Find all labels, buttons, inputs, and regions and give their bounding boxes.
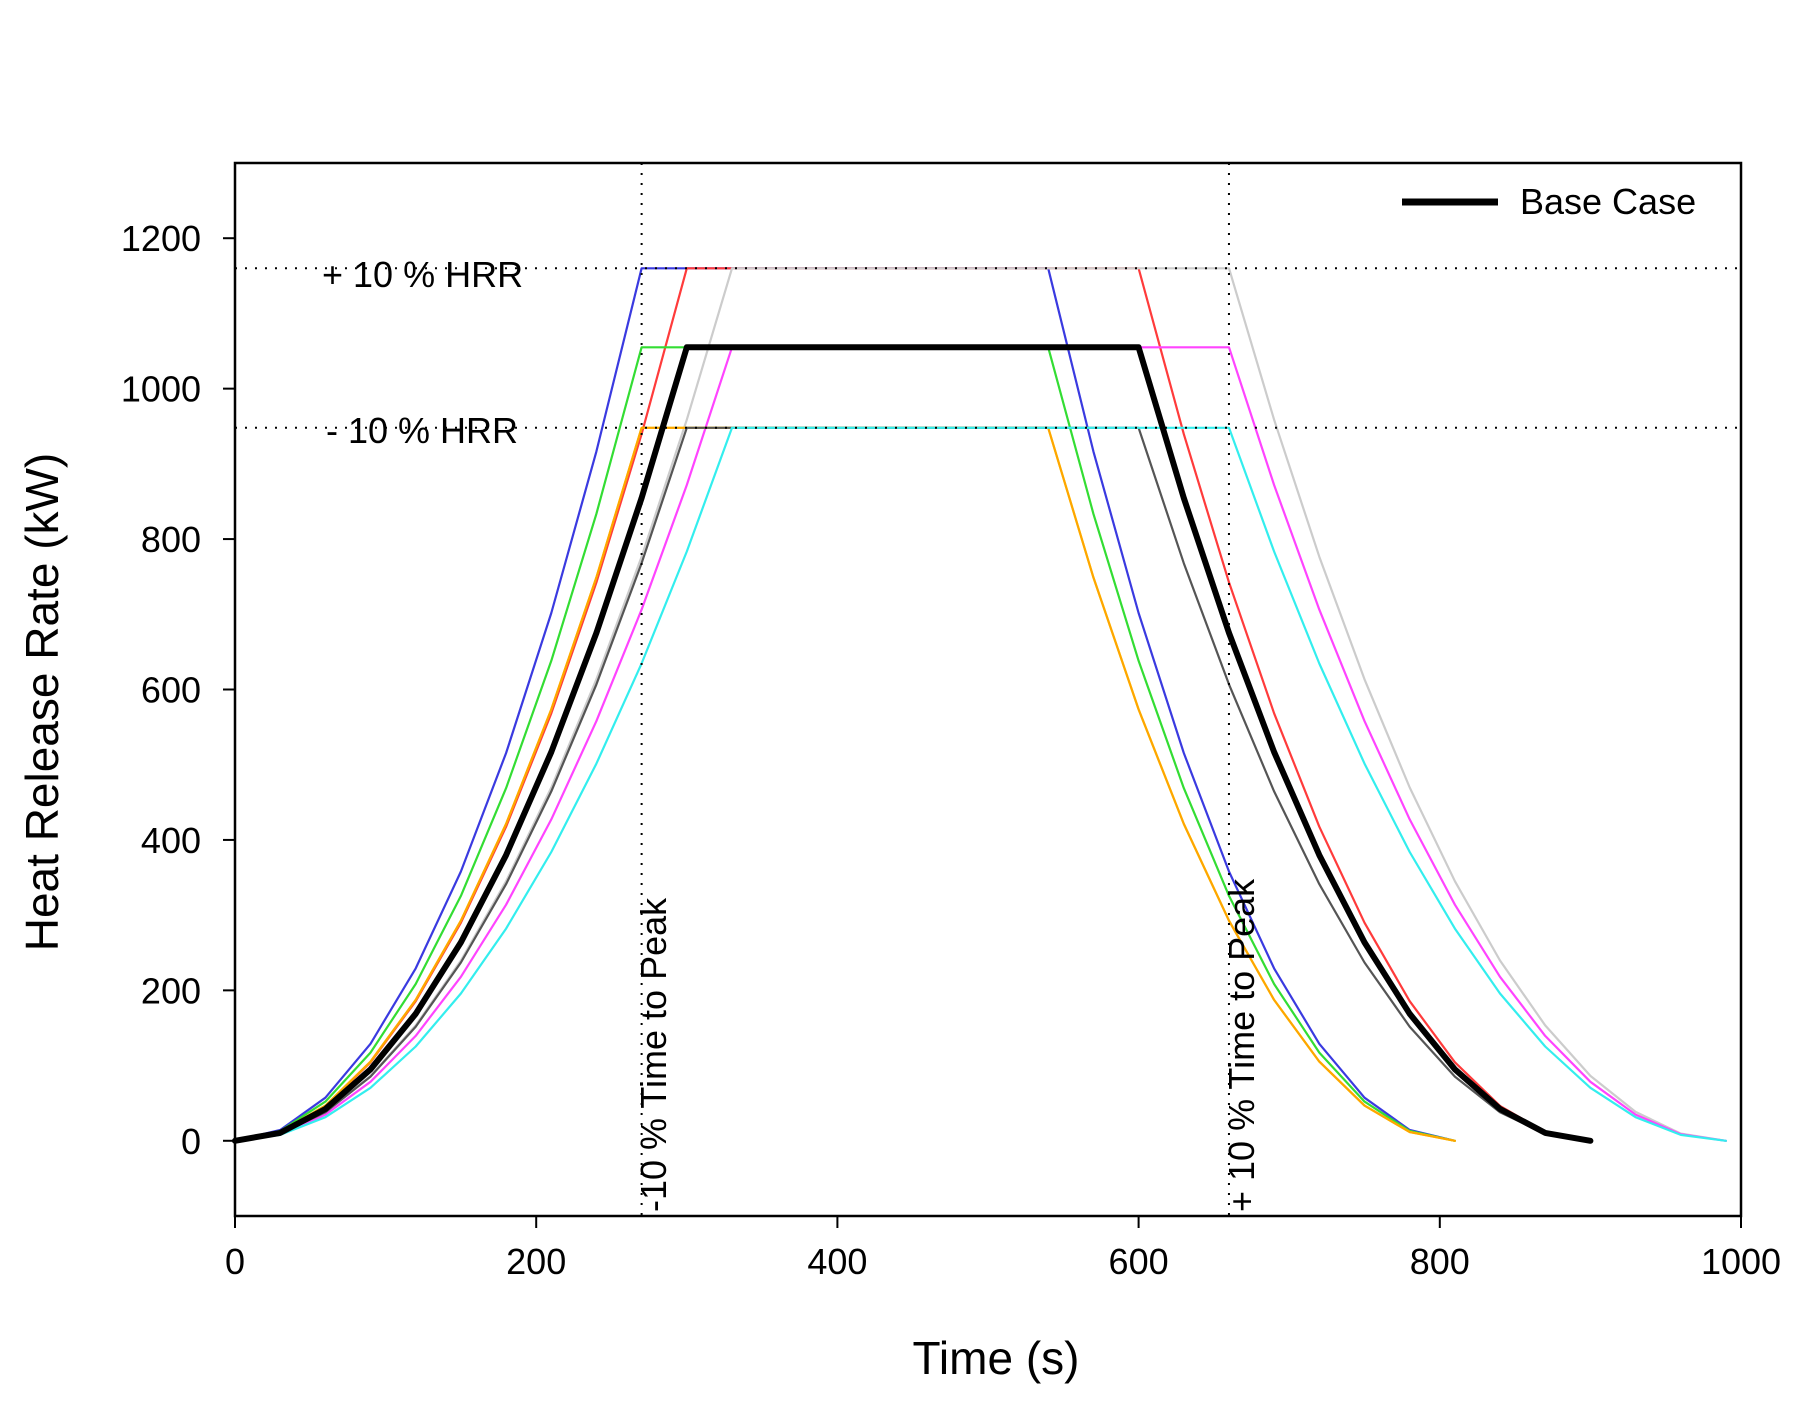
x-axis-title: Time (s) — [913, 1332, 1080, 1384]
y-tick-label: 0 — [181, 1121, 201, 1162]
series-layer — [232, 267, 1727, 1144]
reference-lines — [235, 163, 1741, 1216]
annotation-plus-10-hrr: + 10 % HRR — [322, 254, 523, 295]
x-tick-label: 800 — [1410, 1241, 1470, 1282]
series-line-9 — [233, 426, 1592, 1142]
y-tick-label: 800 — [141, 519, 201, 560]
annotation-minus-10-hrr: - 10 % HRR — [326, 410, 518, 451]
annotation-minus-10-time-to-peak: -10 % Time to Peak — [633, 897, 674, 1212]
series-line-6 — [233, 346, 1727, 1142]
y-tick-label: 200 — [141, 970, 201, 1011]
plot-frame — [233, 161, 1743, 1218]
x-tick-label: 1000 — [1701, 1241, 1781, 1282]
series-line-4 — [233, 267, 1727, 1142]
series-line-10 — [233, 426, 1727, 1142]
x-tick-label: 600 — [1109, 1241, 1169, 1282]
series-line-base-case — [232, 344, 1594, 1144]
y-tick-label: 1200 — [121, 218, 201, 259]
x-tick-label: 200 — [506, 1241, 566, 1282]
x-tick-label: 0 — [225, 1241, 245, 1282]
y-tick-label: 1000 — [121, 369, 201, 410]
axis-ticks: 0 200 400 600 800 1000 0 200 400 600 800 1000 1200 — [121, 218, 1781, 1282]
legend: Base Case — [1402, 181, 1696, 222]
y-tick-label: 600 — [141, 670, 201, 711]
x-tick-label: 400 — [807, 1241, 867, 1282]
y-tick-label: 400 — [141, 820, 201, 861]
annotation-plus-10-time-to-peak: + 10 % Time to Peak — [1221, 878, 1262, 1212]
series-line-3 — [233, 267, 1592, 1142]
legend-label-base-case: Base Case — [1520, 181, 1696, 222]
y-axis-title: Heat Release Rate (kW) — [16, 453, 68, 952]
